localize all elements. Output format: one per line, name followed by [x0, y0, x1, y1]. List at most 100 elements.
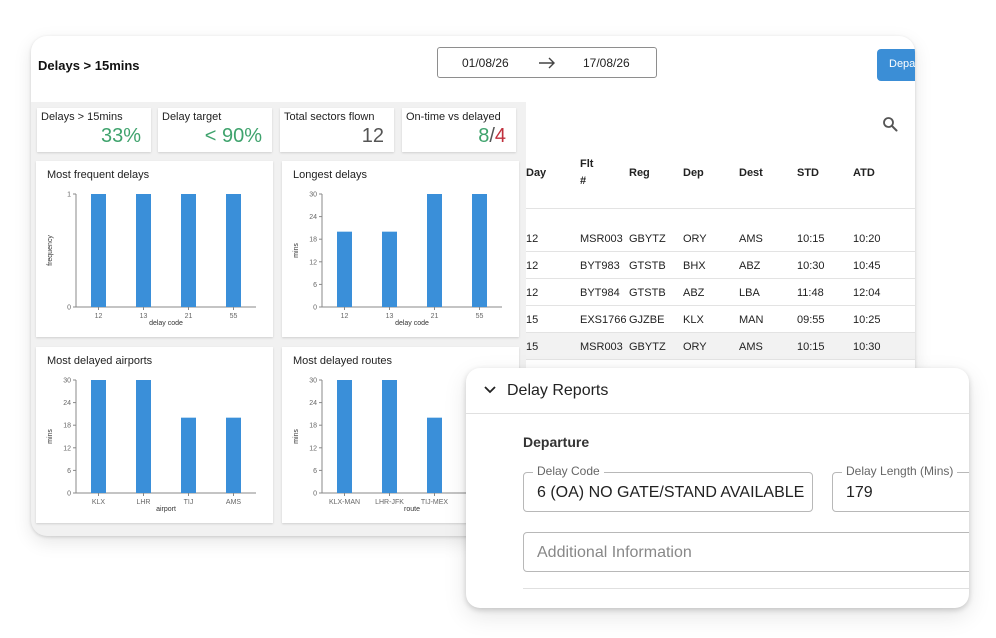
table-cell: EXS1766 — [580, 314, 627, 326]
chart-svg-0: 0 1 12 13 21 55 delay code frequency — [47, 192, 256, 327]
bar — [226, 417, 241, 493]
y-axis-label: mins — [293, 429, 300, 444]
delay-reports-header[interactable]: Delay Reports — [466, 368, 969, 414]
table-row[interactable]: 12 BYT984 GTSTB ABZ LBA 11:48 12:04 — [526, 279, 915, 306]
table-cell: GTSTB — [629, 287, 666, 299]
y-tick-label: 24 — [309, 400, 317, 407]
search-icon[interactable] — [882, 116, 898, 132]
table-cell: 09:55 — [797, 314, 825, 326]
table-cell: 10:15 — [797, 341, 825, 353]
delay-length-label: Delay Length (Mins) — [842, 464, 958, 478]
x-axis-label: delay code — [149, 320, 183, 327]
stat-label: Delays > 15mins — [41, 111, 123, 123]
x-tick-label: AMS — [226, 499, 242, 506]
x-tick-label: TIJ-MEX — [421, 499, 449, 506]
column-header[interactable]: Flt # — [580, 158, 594, 187]
bar — [337, 380, 352, 493]
column-header[interactable]: Day — [526, 167, 547, 179]
table-cell: ABZ — [683, 287, 705, 299]
table-cell: ORY — [683, 341, 707, 353]
value-separator: / — [489, 125, 495, 147]
x-tick-label: 13 — [140, 313, 148, 320]
stat-card-delays: Delays > 15mins 33% — [37, 108, 151, 152]
chart-svg-2: 0 6 12 18 24 30 KLX LHR TIJ AMS airport mins — [47, 378, 256, 513]
bar — [181, 194, 196, 307]
chart-longest-delays: Longest delays 0 6 12 18 24 30 12 13 21 55 delay c… — [282, 161, 519, 337]
chart-title: Most frequent delays — [47, 169, 150, 181]
x-axis-label: airport — [156, 506, 176, 513]
column-header[interactable]: Dest — [739, 167, 763, 179]
bar — [427, 417, 442, 493]
delayed-count: 4 — [494, 125, 506, 147]
bar — [181, 417, 196, 493]
header-divider — [526, 208, 915, 209]
departure-button[interactable]: Depa — [877, 49, 915, 81]
table-row[interactable]: 15 EXS1766 GJZBE KLX MAN 09:55 10:25 — [526, 306, 915, 333]
stat-card-total-sectors: Total sectors flown 12 — [280, 108, 394, 152]
x-tick-label: 55 — [230, 313, 238, 320]
column-header[interactable]: Reg — [629, 167, 650, 179]
delay-reports-panel: Delay Reports Departure Delay Code 6 (OA… — [466, 368, 969, 608]
chevron-down-icon[interactable] — [483, 384, 497, 396]
table-cell: 10:25 — [853, 314, 881, 326]
y-tick-label: 18 — [309, 237, 317, 244]
table-cell: 10:30 — [853, 341, 881, 353]
table-cell: 10:30 — [797, 260, 825, 272]
stat-label: On-time vs delayed — [406, 111, 501, 123]
chart-svg-1: 0 6 12 18 24 30 12 13 21 55 delay code mins — [293, 192, 502, 327]
table-cell: AMS — [739, 233, 763, 245]
y-tick-label: 30 — [309, 378, 317, 385]
date-to[interactable]: 17/08/26 — [583, 56, 630, 70]
chart-title: Most delayed airports — [47, 355, 153, 367]
stat-value: 8/4 — [478, 125, 506, 148]
additional-information-field[interactable]: Additional Information — [523, 532, 969, 572]
y-tick-label: 1 — [67, 192, 71, 199]
x-tick-label: 13 — [386, 313, 394, 320]
table-cell: 10:20 — [853, 233, 881, 245]
delay-length-value[interactable]: 179 — [846, 484, 873, 501]
table-cell: 12:04 — [853, 287, 881, 299]
column-header[interactable]: ATD — [853, 167, 875, 179]
bar — [382, 380, 397, 493]
bar — [226, 194, 241, 307]
chart-title: Longest delays — [293, 169, 367, 181]
table-cell: BYT984 — [580, 287, 620, 299]
delay-code-field[interactable]: Delay Code 6 (OA) NO GATE/STAND AVAILABL… — [523, 464, 813, 512]
y-tick-label: 0 — [67, 491, 71, 498]
x-tick-label: 12 — [95, 313, 103, 320]
delay-length-field[interactable]: Delay Length (Mins) 179 — [832, 464, 969, 512]
x-tick-label: 55 — [476, 313, 484, 320]
table-cell: 11:48 — [797, 287, 824, 299]
table-cell: BYT983 — [580, 260, 620, 272]
table-row[interactable]: 12 BYT983 GTSTB BHX ABZ 10:30 10:45 — [526, 252, 915, 279]
page-title: Delays > 15mins — [38, 58, 140, 73]
table-cell: LBA — [739, 287, 760, 299]
table-cell: 10:45 — [853, 260, 881, 272]
date-range-picker[interactable]: 01/08/26 17/08/26 — [437, 47, 657, 78]
x-tick-label: KLX-MAN — [329, 499, 360, 506]
table-row[interactable]: 12 MSR003 GBYTZ ORY AMS 10:15 10:20 — [526, 225, 915, 252]
table-cell: MSR003 — [580, 233, 623, 245]
table-row[interactable]: 15 MSR003 GBYTZ ORY AMS 10:15 10:30 — [526, 333, 915, 360]
chart-most-delayed-airports: Most delayed airports 0 6 12 18 24 30 KLX LHR TI… — [36, 347, 273, 523]
y-tick-label: 0 — [313, 305, 317, 312]
additional-information-placeholder[interactable]: Additional Information — [537, 544, 692, 561]
delay-code-value[interactable]: 6 (OA) NO GATE/STAND AVAILABLE — [537, 484, 805, 501]
bar — [136, 194, 151, 307]
table-cell: KLX — [683, 314, 704, 326]
column-header[interactable]: STD — [797, 167, 819, 179]
table-cell: BHX — [683, 260, 706, 272]
panel-divider — [523, 588, 969, 589]
table-cell: MAN — [739, 314, 764, 326]
stat-value: 33% — [100, 125, 141, 147]
bar — [136, 380, 151, 493]
date-from[interactable]: 01/08/26 — [462, 56, 509, 70]
bar — [337, 231, 352, 307]
y-tick-label: 0 — [67, 305, 71, 312]
stat-value: < 90% — [204, 125, 262, 147]
table-cell: GTSTB — [629, 260, 666, 272]
y-axis-label: mins — [293, 243, 300, 258]
table-cell: 15 — [526, 341, 539, 353]
y-tick-label: 12 — [309, 259, 317, 266]
column-header[interactable]: Dep — [683, 167, 704, 179]
